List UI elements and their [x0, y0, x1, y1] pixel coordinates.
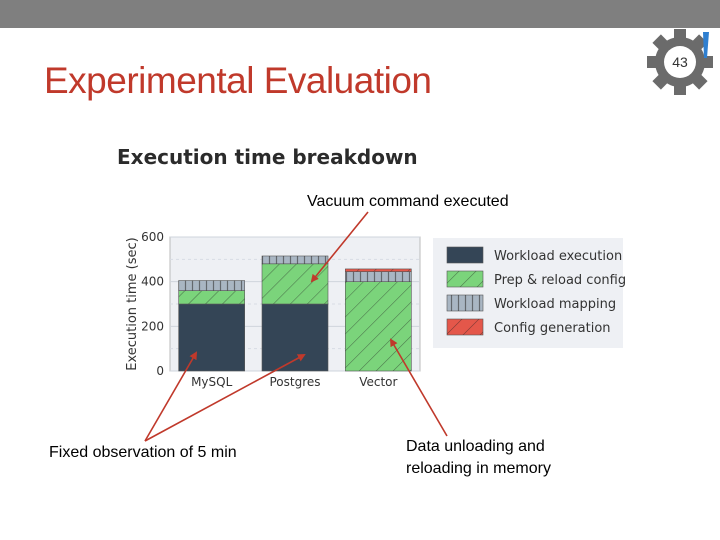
- legend-label: Prep & reload config: [494, 273, 626, 288]
- annotation-right-line2: reloading in memory: [406, 460, 551, 477]
- legend-swatch-pattern: [447, 271, 483, 287]
- bar-mysql-workload-execution: [178, 303, 245, 372]
- bar-pattern-postgres-2: [262, 255, 328, 264]
- bar-pattern-mysql-1: [178, 290, 245, 304]
- gear-icon: 43: [647, 29, 713, 95]
- bar-pattern-vector-1: [345, 281, 412, 371]
- x-tick-label: MySQL: [191, 375, 233, 389]
- bar-pattern-mysql-2: [178, 280, 245, 291]
- bar-pattern-vector-2: [345, 271, 412, 282]
- legend-swatch-pattern: [447, 319, 483, 335]
- annotation-left: Fixed observation of 5 min: [49, 444, 237, 461]
- bar-postgres-workload-execution: [261, 303, 329, 372]
- annotation-right-line1: Data unloading and: [406, 438, 545, 455]
- y-tick-label: 0: [156, 364, 164, 378]
- page-number: 43: [672, 54, 688, 70]
- y-tick-label: 400: [141, 275, 164, 289]
- legend-swatch: [446, 246, 484, 264]
- bar-pattern-postgres-1: [262, 263, 328, 304]
- chart-title: Execution time breakdown: [117, 145, 418, 169]
- top-bar: [0, 0, 720, 28]
- annotation-right: Data unloading and reloading in memory: [406, 436, 551, 480]
- legend-label: Config generation: [494, 321, 611, 336]
- y-axis-label: Execution time (sec): [125, 237, 140, 371]
- x-tick-label: Postgres: [269, 375, 320, 389]
- legend-swatch-pattern: [447, 295, 483, 311]
- bar-pattern-vector-3: [345, 268, 412, 272]
- y-tick-label: 600: [141, 230, 164, 244]
- legend-label: Workload mapping: [494, 297, 616, 312]
- y-tick-label: 200: [141, 319, 164, 333]
- annotation-top: Vacuum command executed: [307, 193, 509, 210]
- x-tick-label: Vector: [359, 375, 397, 389]
- legend-label: Workload execution: [494, 249, 622, 264]
- slide-title: Experimental Evaluation: [44, 60, 432, 101]
